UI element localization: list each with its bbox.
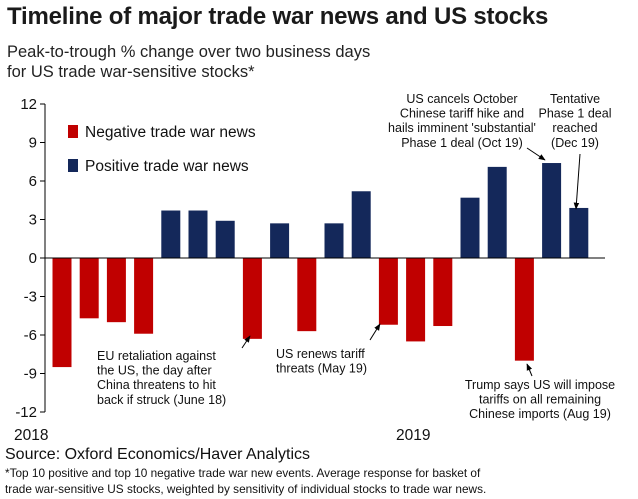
legend-label-positive: Positive trade war news bbox=[85, 158, 249, 175]
annotation-line: US cancels October bbox=[406, 92, 517, 106]
annotation-line: the US, the day after bbox=[97, 364, 212, 378]
y-tick-label: 3 bbox=[29, 212, 37, 229]
bar-chart: 12 9 6 3 0 -3 -6 -9 -12 2018 2019 Negative trade wa… bbox=[14, 92, 615, 444]
bar-negative bbox=[297, 258, 317, 332]
bar-positive bbox=[460, 197, 480, 258]
bar-positive bbox=[324, 223, 344, 258]
annotation-line: Trump says US will impose bbox=[465, 378, 615, 392]
y-tick-label: 0 bbox=[29, 250, 37, 267]
bar-positive bbox=[569, 207, 589, 258]
annotation-text: Trump says US will impose tariffs on all … bbox=[465, 378, 615, 421]
annotation-line: hails imminent 'substantial' bbox=[388, 121, 536, 135]
annotation-line: US renews tariff bbox=[276, 347, 365, 361]
annotation-text: US cancels October Chinese tariff hike an… bbox=[388, 92, 536, 150]
bar-negative bbox=[433, 258, 453, 327]
bar-positive bbox=[161, 210, 181, 258]
annotation-arrow bbox=[526, 147, 546, 161]
annotation-arrow bbox=[369, 323, 381, 341]
bar-negative bbox=[242, 258, 262, 339]
annotation-line: reached bbox=[552, 121, 597, 135]
x-label-2019: 2019 bbox=[396, 427, 430, 444]
chart-subtitle: Peak-to-trough % change over two busines… bbox=[7, 42, 370, 82]
annotation-line: tariffs on all remaining bbox=[479, 393, 601, 407]
footnote-line-2: trade war-sensitive US stocks, weighted … bbox=[5, 481, 487, 496]
annotation-line: China threatens to hit bbox=[97, 378, 216, 392]
annotation-line: back if struck (June 18) bbox=[97, 393, 226, 407]
legend-swatch-positive bbox=[68, 159, 78, 172]
annotation-text: EU retaliation against the US, the day af… bbox=[97, 349, 226, 407]
bar-negative bbox=[514, 258, 534, 361]
annotation-line: Phase 1 deal (Oct 19) bbox=[401, 136, 523, 150]
bar-positive bbox=[270, 223, 290, 258]
bar-negative bbox=[134, 258, 154, 334]
subtitle-line-1: Peak-to-trough % change over two busines… bbox=[7, 43, 371, 61]
annotation-line: Phase 1 deal bbox=[539, 107, 612, 121]
y-tick-label: -12 bbox=[15, 404, 37, 421]
bar-positive bbox=[487, 166, 507, 258]
legend-swatch-negative bbox=[68, 125, 78, 138]
y-tick-label: 6 bbox=[29, 173, 37, 190]
annotation-arrow bbox=[241, 335, 251, 349]
footnote-line-1: *Top 10 positive and top 10 negative tra… bbox=[5, 466, 481, 480]
annotation-arrow bbox=[526, 363, 533, 377]
bar-negative bbox=[406, 258, 426, 342]
bar-negative bbox=[79, 258, 99, 319]
bar-positive bbox=[188, 210, 208, 258]
y-tick-label: -3 bbox=[24, 289, 37, 306]
y-tick-label: 9 bbox=[29, 135, 37, 152]
footnote: *Top 10 positive and top 10 negative tra… bbox=[5, 466, 486, 497]
bar-negative bbox=[378, 258, 398, 325]
x-label-2018: 2018 bbox=[14, 427, 48, 444]
y-tick-label: -9 bbox=[24, 366, 37, 383]
y-tick-label: 12 bbox=[20, 96, 37, 113]
annotation-line: threats (May 19) bbox=[276, 362, 367, 376]
legend-label-negative: Negative trade war news bbox=[85, 124, 256, 141]
annotation-arrow bbox=[573, 153, 581, 210]
annotation-line: (Dec 19) bbox=[551, 136, 599, 150]
annotation-line: EU retaliation against bbox=[97, 349, 216, 363]
bar-positive bbox=[215, 220, 235, 258]
annotation-line: Chinese imports (Aug 19) bbox=[469, 407, 611, 421]
source-note: Source: Oxford Economics/Haver Analytics bbox=[5, 446, 311, 463]
y-tick-label: -6 bbox=[24, 327, 37, 344]
bar-positive bbox=[542, 163, 562, 258]
annotation-line: Tentative bbox=[550, 92, 600, 106]
bar-positive bbox=[351, 191, 371, 258]
annotation-text: Tentative Phase 1 deal reached (Dec 19) bbox=[539, 92, 612, 150]
bar-negative bbox=[52, 258, 72, 368]
annotation-text: US renews tariff threats (May 19) bbox=[276, 347, 367, 376]
annotation-line: Chinese tariff hike and bbox=[400, 107, 524, 121]
chart-title: Timeline of major trade war news and US … bbox=[7, 3, 549, 30]
bar-negative bbox=[106, 258, 126, 323]
subtitle-line-2: for US trade war-sensitive stocks* bbox=[7, 63, 255, 81]
